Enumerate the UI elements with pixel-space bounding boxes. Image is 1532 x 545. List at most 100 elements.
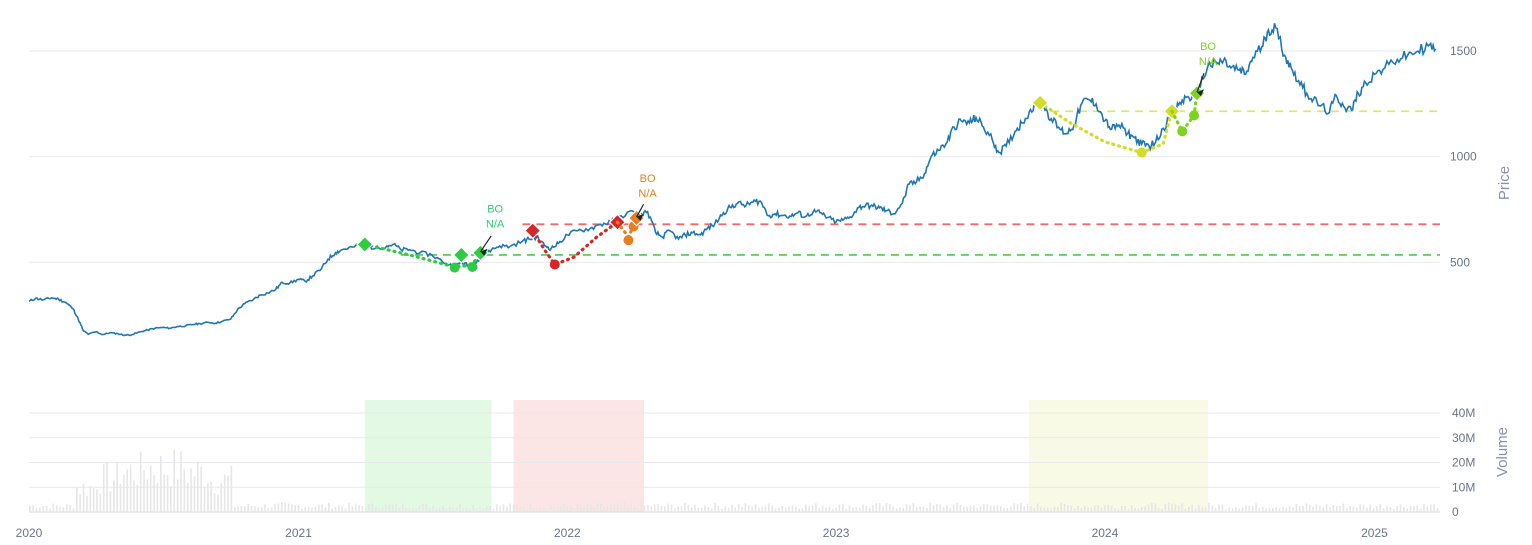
- volume-bar: [1194, 508, 1197, 512]
- volume-bar: [1403, 506, 1405, 512]
- volume-bar: [895, 508, 898, 512]
- volume-bar: [892, 506, 894, 512]
- volume-bar: [593, 506, 595, 512]
- volume-bar: [317, 504, 320, 512]
- volume-bar: [452, 507, 454, 512]
- volume-bar: [899, 507, 901, 512]
- volume-bar: [993, 505, 995, 512]
- volume-bar: [553, 506, 555, 512]
- volume-bar: [1161, 508, 1163, 512]
- volume-bar: [791, 505, 794, 512]
- volume-bar: [123, 474, 125, 512]
- volume-bar: [1137, 508, 1140, 512]
- volume-bar: [956, 502, 958, 512]
- volume-bar: [687, 504, 690, 512]
- volume-bar: [522, 506, 525, 512]
- volume-bar: [193, 476, 196, 512]
- volume-bar: [1174, 504, 1177, 512]
- volume-bar: [643, 505, 646, 512]
- volume-bar: [358, 505, 360, 512]
- volume-bar: [949, 508, 952, 512]
- volume-bar: [516, 504, 518, 512]
- volume-bar: [1191, 505, 1193, 512]
- volume-bar: [1003, 508, 1005, 512]
- volume-bar: [499, 506, 501, 512]
- volume-bar: [781, 505, 784, 512]
- volume-bar: [388, 504, 391, 512]
- volume-bar: [260, 507, 263, 512]
- volume-bar: [805, 504, 807, 512]
- volume-bar: [1376, 506, 1378, 512]
- volume-bar: [1325, 504, 1328, 512]
- volume-bar: [405, 507, 407, 512]
- volume-bar: [969, 505, 972, 512]
- volume-bar: [1009, 506, 1012, 512]
- volume-bar: [1063, 503, 1066, 512]
- volume-bar: [855, 506, 858, 512]
- volume-bar: [1308, 504, 1311, 512]
- volume-bar: [1288, 506, 1291, 512]
- volume-bar: [35, 508, 38, 512]
- volume-bar: [1235, 506, 1237, 512]
- volume-bar: [1104, 505, 1106, 512]
- volume-bar: [613, 504, 616, 512]
- window-green: [364, 400, 492, 512]
- pattern-arrowhead: [636, 213, 644, 221]
- volume-bar: [989, 505, 992, 512]
- volume-bar: [996, 505, 999, 512]
- volume-bar: [217, 494, 219, 512]
- volume-bar: [1057, 506, 1059, 512]
- volume-bar: [536, 508, 538, 512]
- volume-bar: [1302, 505, 1304, 512]
- volume-bar: [1332, 505, 1335, 512]
- volume-bar: [1026, 503, 1029, 512]
- volume-bar: [842, 503, 844, 512]
- volume-bar: [566, 505, 569, 512]
- volume-bar: [106, 462, 108, 512]
- volume-bar: [1097, 505, 1099, 512]
- volume-bar: [411, 508, 414, 512]
- volume-bar: [1298, 506, 1301, 512]
- volume-bar: [771, 505, 774, 512]
- pattern-diamond: [1031, 94, 1049, 112]
- volume-bar: [459, 504, 461, 512]
- volume-bar: [579, 504, 582, 512]
- pattern-dot: [1136, 147, 1147, 158]
- volume-bar: [885, 503, 888, 512]
- volume-bar: [808, 506, 811, 512]
- volume-bar: [42, 506, 45, 512]
- volume-bar: [1177, 505, 1180, 512]
- volume-bar: [1389, 507, 1392, 512]
- volume-bar: [519, 507, 522, 512]
- volume-bar: [1127, 508, 1130, 512]
- volume-bar: [418, 505, 421, 512]
- volume-bar: [751, 506, 753, 512]
- volume-bar: [351, 506, 354, 512]
- volume-bar: [512, 504, 515, 512]
- volume-bar: [532, 508, 535, 512]
- volume-tick-label: 30M: [1452, 431, 1475, 445]
- volume-bar: [915, 507, 918, 512]
- volume-bar: [1110, 505, 1113, 512]
- volume-bar: [1312, 506, 1314, 512]
- volume-bar: [425, 503, 428, 512]
- volume-bar: [778, 507, 780, 512]
- price-axis-title: Price: [1496, 166, 1513, 200]
- volume-bar: [398, 507, 401, 512]
- price-line: [28, 23, 1437, 337]
- volume-bar: [321, 504, 323, 512]
- pattern-arc: [1170, 91, 1199, 135]
- volume-bar: [247, 503, 249, 512]
- volume-bar: [435, 508, 438, 512]
- volume-bar: [233, 506, 236, 512]
- volume-bar: [112, 480, 115, 512]
- volume-bar: [254, 506, 256, 512]
- volume-bar: [220, 483, 223, 512]
- volume-bar: [1392, 508, 1395, 512]
- volume-bar: [509, 503, 512, 512]
- volume-bar: [29, 505, 31, 512]
- volume-bar: [1020, 503, 1022, 512]
- volume-tick-label: 20M: [1452, 456, 1475, 470]
- volume-bar: [1228, 507, 1230, 512]
